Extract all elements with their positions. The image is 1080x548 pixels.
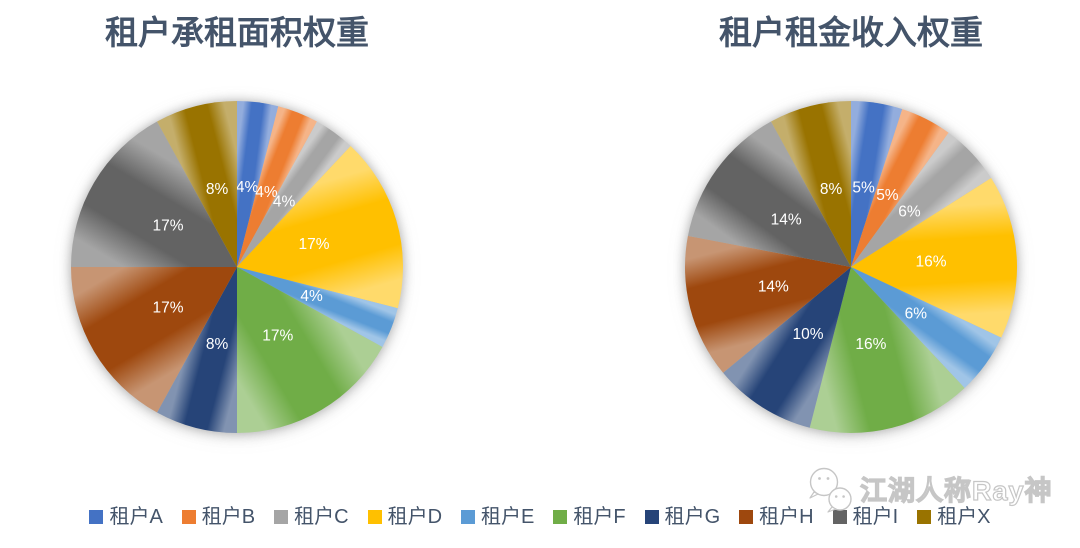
legend-item-0[interactable]: 租户A xyxy=(89,506,163,528)
legend-item-5[interactable]: 租户F xyxy=(553,506,626,528)
pie-chart-area-left: 4%4%4%17%4%17%8%17%17%8% xyxy=(71,101,403,433)
legend-swatch-icon xyxy=(832,510,847,524)
legend-item-3[interactable]: 租户D xyxy=(367,506,443,528)
pie-slice-租户F[interactable] xyxy=(809,267,965,433)
watermark-text: 江湖人称Ray神 xyxy=(859,476,1053,506)
legend-label: 租户A xyxy=(109,506,163,528)
legend-label: 租户C xyxy=(294,506,349,528)
legend-item-4[interactable]: 租户E xyxy=(461,507,534,527)
legend-label: 租户D xyxy=(387,506,443,528)
pie-slice-租户A[interactable] xyxy=(237,101,279,267)
right-chart-title: 租户租金收入权重 xyxy=(719,14,983,51)
legend-item-9[interactable]: 租户X xyxy=(917,506,991,528)
legend-swatch-icon xyxy=(181,510,196,524)
pie-slice-租户G[interactable] xyxy=(723,267,851,428)
pie-slice-租户B[interactable] xyxy=(237,106,317,267)
legend-swatch-icon xyxy=(553,510,568,524)
legend-swatch-icon xyxy=(917,510,932,524)
legend-item-2[interactable]: 租户C xyxy=(274,506,349,528)
legend-label: 租户F xyxy=(573,506,626,528)
pie-slice-租户H[interactable] xyxy=(71,267,237,413)
legend-swatch-icon xyxy=(739,510,754,524)
chart-legend: 租户A 租户B 租户C 租户D 租户E 租户F 租户G 租户H 租户I 租户X xyxy=(0,503,1080,531)
legend-item-8[interactable]: 租户I xyxy=(832,506,899,528)
pie-chart-rent-right: 5% 5%6%16%6%16%10%14%14%8% xyxy=(685,101,1017,433)
legend-label: 租户E xyxy=(481,506,535,528)
legend-item-1[interactable]: 租户B xyxy=(181,506,256,528)
pie-slice-租户I[interactable] xyxy=(687,121,851,267)
pie-slice-租户E[interactable] xyxy=(851,267,1002,389)
legend-label: 租户B xyxy=(201,506,256,528)
pie-slice-租户B[interactable] xyxy=(851,109,949,267)
legend-item-6[interactable]: 租户G xyxy=(644,506,721,528)
legend-swatch-icon xyxy=(644,510,659,524)
pie-slice-租户I[interactable] xyxy=(71,121,237,267)
pie-slice-租户E[interactable] xyxy=(237,267,398,347)
legend-swatch-icon xyxy=(461,510,476,524)
pie-slice-租户C[interactable] xyxy=(851,132,992,267)
pie-slice-租户H[interactable] xyxy=(685,235,851,373)
pie-slice-租户D[interactable] xyxy=(851,178,1017,338)
legend-item-7[interactable]: 租户H xyxy=(739,506,814,528)
legend-label: 租户I xyxy=(852,506,899,528)
pie-slice-租户X[interactable] xyxy=(771,101,851,267)
legend-label: 租户H xyxy=(759,506,814,528)
legend-swatch-icon xyxy=(274,510,289,524)
pie-slice-租户F[interactable] xyxy=(237,267,383,433)
pie-slice-租户D[interactable] xyxy=(237,145,403,309)
pie-slice-租户X[interactable] xyxy=(157,101,237,267)
legend-swatch-icon xyxy=(89,510,104,524)
pie-slice-租户A[interactable] xyxy=(851,101,903,267)
left-chart-title: 租户承租面积权重 xyxy=(105,14,369,51)
legend-label: 租户X xyxy=(937,506,991,528)
pie-slice-租户G[interactable] xyxy=(157,267,237,433)
legend-label: 租户G xyxy=(664,506,721,528)
pie-slice-租户C[interactable] xyxy=(237,121,351,267)
legend-swatch-icon xyxy=(367,510,382,524)
